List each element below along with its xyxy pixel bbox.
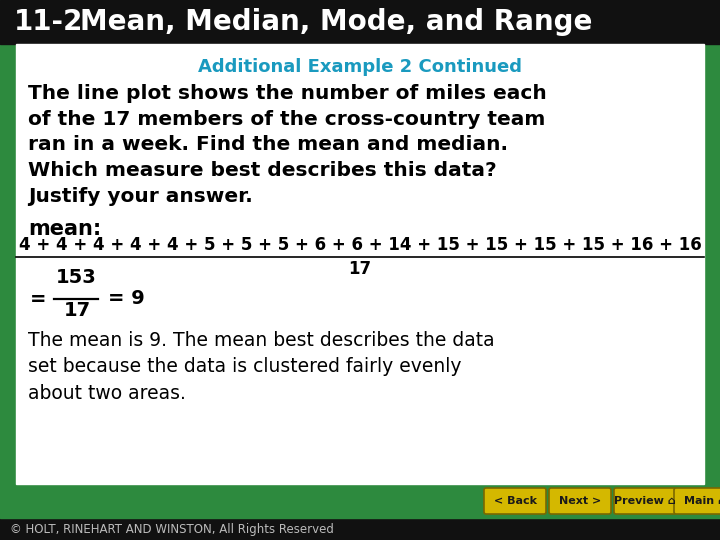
Text: mean:: mean: <box>28 219 102 239</box>
Bar <box>16 44 704 484</box>
Bar <box>0 484 720 518</box>
FancyBboxPatch shape <box>549 488 611 514</box>
Text: 17: 17 <box>64 301 91 320</box>
Bar <box>0 0 720 44</box>
Text: 153: 153 <box>56 268 96 287</box>
Text: Additional Example 2 Continued: Additional Example 2 Continued <box>198 58 522 76</box>
Text: The line plot shows the number of miles each
of the 17 members of the cross-coun: The line plot shows the number of miles … <box>28 84 546 206</box>
Text: © HOLT, RINEHART AND WINSTON, All Rights Reserved: © HOLT, RINEHART AND WINSTON, All Rights… <box>10 523 334 536</box>
Text: Preview ⌂: Preview ⌂ <box>614 496 676 506</box>
FancyBboxPatch shape <box>674 488 720 514</box>
Text: =: = <box>30 289 47 308</box>
Text: Next >: Next > <box>559 496 601 506</box>
Text: 4 + 4 + 4 + 4 + 4 + 5 + 5 + 5 + 6 + 6 + 14 + 15 + 15 + 15 + 15 + 16 + 16: 4 + 4 + 4 + 4 + 4 + 5 + 5 + 5 + 6 + 6 + … <box>19 236 701 254</box>
Text: 11-2: 11-2 <box>14 8 84 36</box>
FancyBboxPatch shape <box>484 488 546 514</box>
Text: < Back: < Back <box>493 496 536 506</box>
FancyBboxPatch shape <box>614 488 676 514</box>
Text: 17: 17 <box>348 260 372 278</box>
Text: The mean is 9. The mean best describes the data
set because the data is clustere: The mean is 9. The mean best describes t… <box>28 331 495 403</box>
Text: Main ⌂: Main ⌂ <box>684 496 720 506</box>
Text: = 9: = 9 <box>108 289 145 308</box>
Bar <box>0 518 720 540</box>
Text: Mean, Median, Mode, and Range: Mean, Median, Mode, and Range <box>80 8 593 36</box>
